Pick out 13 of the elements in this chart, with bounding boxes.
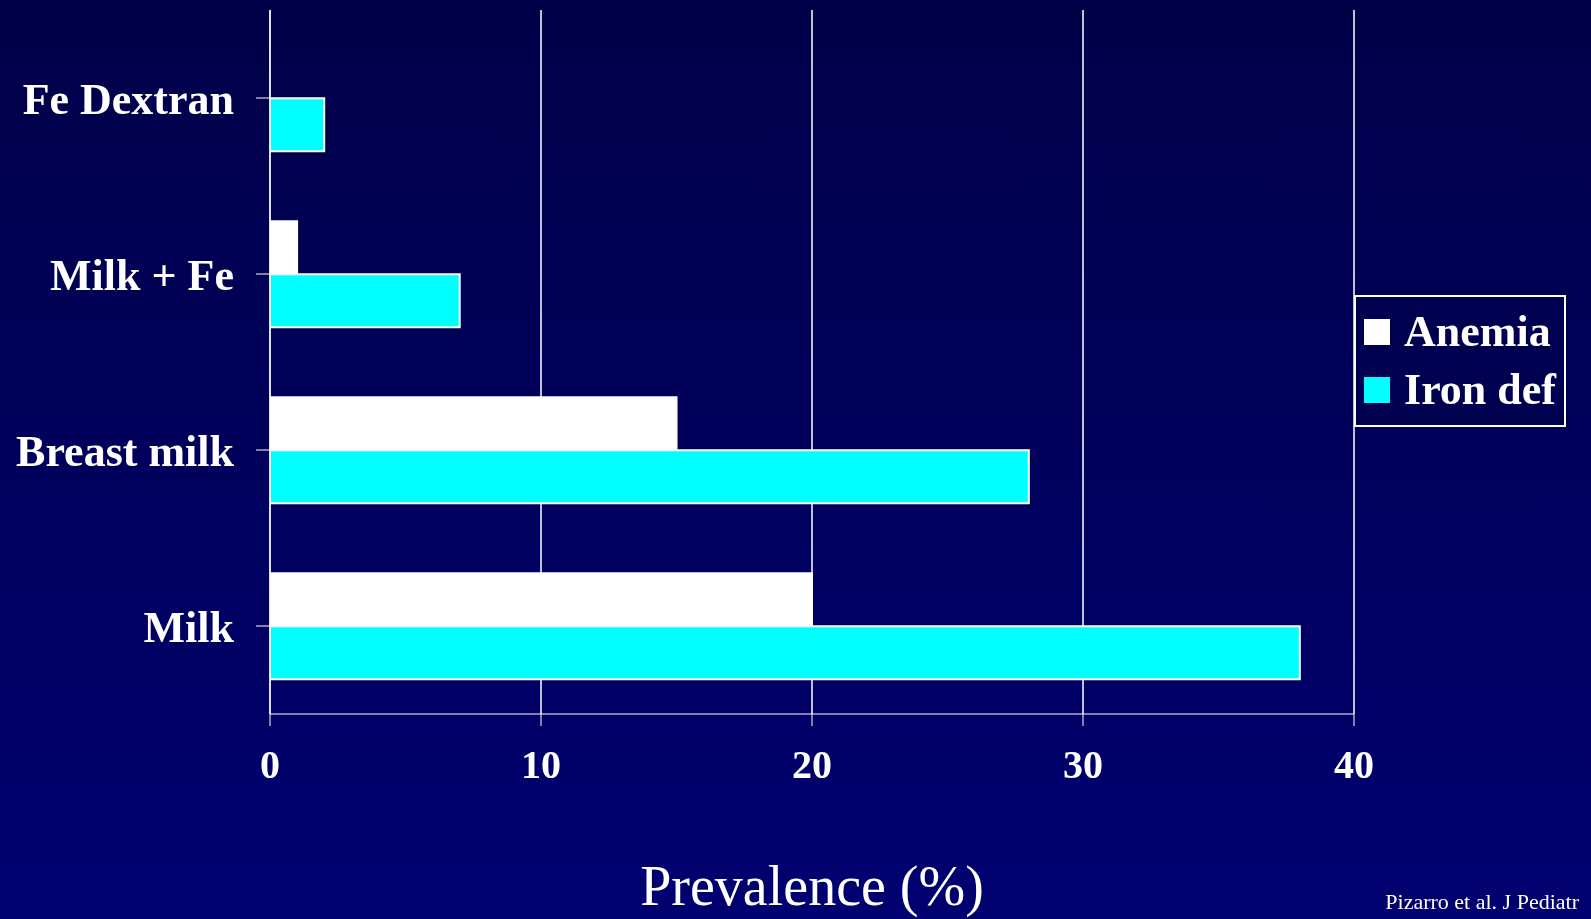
text: Iron def xyxy=(1404,364,1556,416)
x-tick-label: 40 xyxy=(1334,742,1375,788)
y-tick-label: Breast milk xyxy=(16,426,235,476)
y-tick-label: Milk + Fe xyxy=(50,250,234,300)
text: Pizarro et al. J Pediatr xyxy=(1385,889,1579,915)
x-tick-label: 20 xyxy=(792,742,833,788)
x-tick-label: 0 xyxy=(260,742,280,788)
x-axis-title: Prevalence (%) xyxy=(640,855,984,918)
y-tick-label: Fe Dextran xyxy=(22,74,234,124)
y-tick-label: Milk xyxy=(143,602,235,652)
legend-label: Anemia xyxy=(1404,306,1551,358)
x-tick-label: 30 xyxy=(1063,742,1104,788)
x-tick-label: 10 xyxy=(521,742,561,788)
